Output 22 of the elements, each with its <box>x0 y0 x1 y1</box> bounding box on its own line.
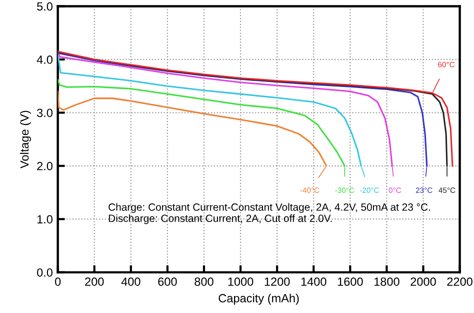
x-tick-label: 200 <box>85 277 104 286</box>
x-axis-title: Capacity (mAh) <box>218 294 299 305</box>
x-tick-label: 1400 <box>301 277 326 286</box>
x-tick-label: 400 <box>121 277 140 286</box>
y-tick-label: 0.0 <box>37 268 53 277</box>
y-tick-label: 5.0 <box>37 2 53 11</box>
x-tick-label: 800 <box>194 277 214 286</box>
y-tick-label: 2.0 <box>37 162 53 170</box>
annotation: Discharge: Constant Current, 2A, Cut off at 2.0V. <box>108 214 332 224</box>
x-tick-label: 0 <box>55 277 61 286</box>
x-tick-label: 1000 <box>228 277 254 286</box>
annotation: Charge: Constant Current-Constant Voltage, 2A, 4.2V, 50mA at 23 °C. <box>108 203 430 213</box>
y-tick-label: 4.0 <box>36 56 53 64</box>
x-tick-label: 1800 <box>374 277 400 286</box>
x-tick-label: 2000 <box>410 277 436 286</box>
y-axis-title: Voltage (V) <box>20 110 31 168</box>
x-tick-label: 600 <box>158 277 177 286</box>
x-tick-label: 2200 <box>447 277 472 286</box>
y-tick-label: 1.0 <box>37 215 53 224</box>
y-tick-label: 3.0 <box>37 108 53 118</box>
x-tick-label: 1600 <box>338 277 363 286</box>
x-tick-label: 1200 <box>264 277 290 286</box>
